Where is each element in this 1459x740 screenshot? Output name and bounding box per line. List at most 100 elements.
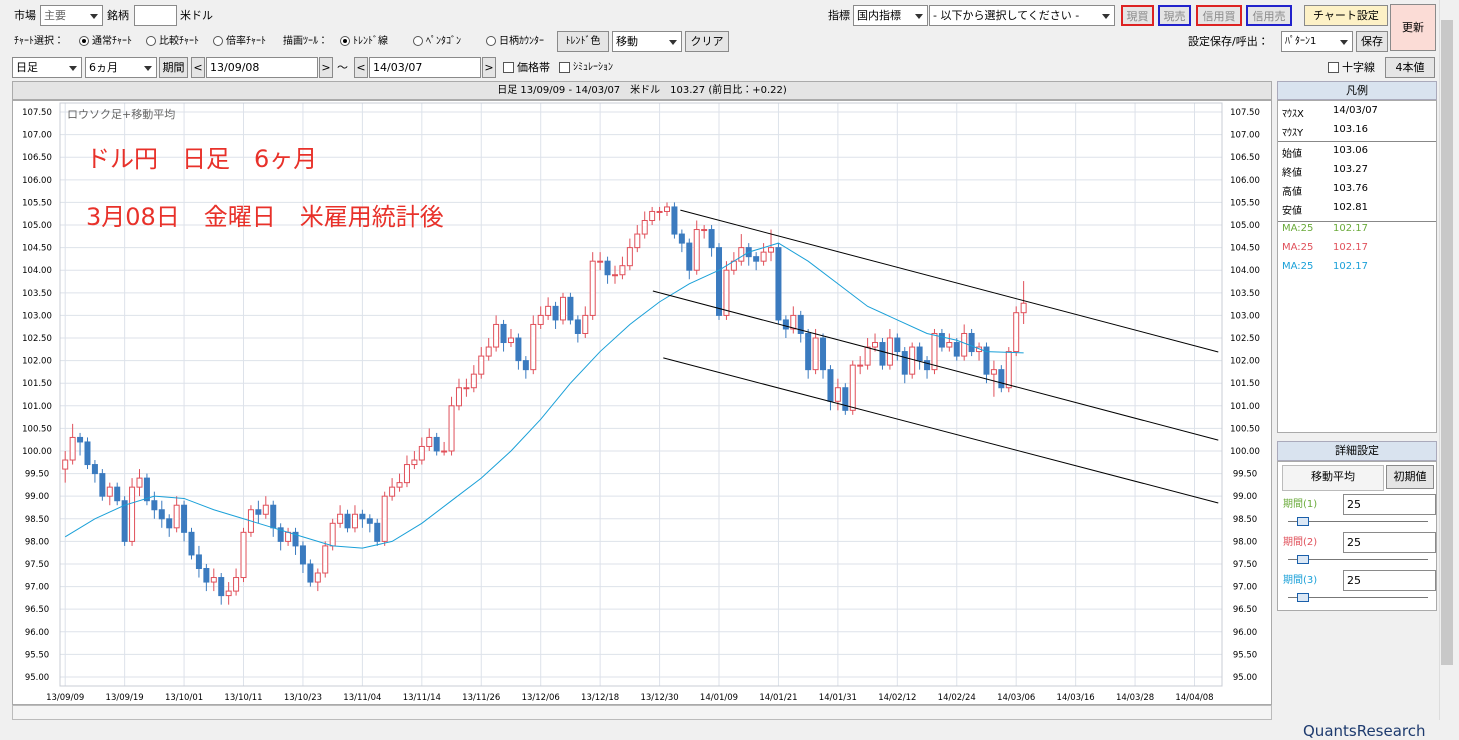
candle-body [188,531,195,556]
button[interactable]: 初期値 [1386,465,1434,489]
trend-line [652,290,1219,441]
period-input: 25 [1343,494,1436,515]
button[interactable]: < [354,57,368,78]
candle-body [62,459,69,470]
symbol-input[interactable] [134,5,177,26]
market-select[interactable]: 主要 [40,5,103,26]
scroll-thumb[interactable] [1441,20,1453,665]
date-input[interactable]: 13/09/08 [206,57,318,78]
radio[interactable] [413,36,423,46]
x-tick-label: 13/11/26 [462,693,500,703]
button[interactable]: 現売 [1158,5,1191,26]
button[interactable]: > [482,57,496,78]
x-tick-label: 13/12/06 [522,693,560,703]
radio[interactable] [79,36,89,46]
candle-body [426,436,433,447]
chart-header: 日足 13/09/09 - 14/03/07 米ドル 103.27 (前日比：+… [12,81,1272,100]
y-tick-label: 101.00 [22,402,52,412]
button[interactable]: > [319,57,333,78]
candle-body [478,355,485,375]
select[interactable]: 移動 [612,31,682,52]
y-tick-label: 106.50 [22,153,52,163]
indicator-select[interactable]: - 以下から選択してください - [929,5,1115,26]
candle-body [753,256,760,262]
refresh-button[interactable]: 更新 [1390,4,1436,51]
button[interactable]: クリア [685,31,729,52]
button[interactable]: 現買 [1121,5,1154,26]
candle-body [121,500,128,542]
radio[interactable] [486,36,496,46]
scrollbar[interactable] [12,705,1272,720]
button[interactable]: 保存 [1356,31,1388,52]
x-tick-label: 14/03/16 [1057,693,1095,703]
button[interactable]: < [191,57,205,78]
candle-body [158,509,165,520]
candle-body [418,445,425,461]
candle-body [329,522,336,547]
panel-header: 凡例 [1277,81,1437,100]
label: 設定保存/呼出： [1188,35,1269,48]
legend-label: ﾏｳｽY [1282,128,1304,139]
candle-body [879,342,886,366]
y-tick-label: 101.50 [22,379,52,389]
label: 指標 [828,9,850,22]
select[interactable]: ﾊﾟﾀｰﾝ1 [1281,31,1353,52]
candle-body [924,360,931,371]
button[interactable]: 信用買 [1196,5,1242,26]
candle-body [210,577,217,583]
candle-body [225,590,232,597]
candle-body [292,531,299,547]
button[interactable]: 信用売 [1246,5,1292,26]
y-tick-label: 98.50 [1233,515,1257,525]
indicator-select[interactable]: 国内指標 [853,5,928,26]
y-tick-label: 99.50 [1233,470,1257,480]
candle-body [537,314,544,325]
y-tick-label: 106.00 [1230,176,1260,186]
select[interactable]: 日足 [12,57,82,78]
slider-track [1288,559,1428,560]
candle-body [938,332,945,348]
candle-body [545,305,552,316]
candle-body [641,220,648,235]
checkbox[interactable] [1328,62,1339,73]
checkbox[interactable] [559,62,570,73]
label: 十字線 [1342,61,1375,74]
x-tick-label: 13/11/04 [343,693,381,703]
legend-value: 14/03/07 [1333,105,1378,116]
y-tick-label: 105.50 [1230,198,1260,208]
select[interactable]: 6ヵ月 [85,57,157,78]
candle-body [314,572,321,583]
date-input[interactable]: 14/03/07 [369,57,481,78]
y-tick-label: 96.00 [1233,628,1257,638]
label: 描画ﾂｰﾙ： [283,36,328,47]
x-tick-label: 14/01/21 [759,693,797,703]
x-tick-label: 13/10/11 [224,693,262,703]
candle-body [656,210,663,213]
checkbox[interactable] [503,62,514,73]
period-input: 25 [1343,532,1436,553]
radio[interactable] [340,36,350,46]
candle-body [678,233,685,244]
candle-body [559,296,566,321]
candle-body [359,513,366,520]
radio[interactable] [213,36,223,46]
candle-body [455,387,462,407]
candle-body [723,269,730,316]
candle-body [1020,302,1027,314]
radio[interactable] [146,36,156,46]
tab[interactable]: 移動平均 [1282,465,1384,491]
button[interactable]: ﾄﾚﾝﾄﾞ色 [557,31,609,52]
trend-line [663,357,1219,504]
annotation: ドル円 日足 6ヶ月 [86,145,317,173]
candle-body [998,369,1005,389]
candle-body [716,247,723,316]
candle-body [143,477,150,502]
button[interactable]: 4本値 [1385,57,1435,78]
button[interactable]: チャート設定 [1304,5,1388,26]
slider-track [1288,597,1428,598]
button[interactable]: 期間 [159,57,188,78]
chart-area [12,100,1272,705]
y-tick-label: 106.50 [1230,153,1260,163]
moving-average [64,242,1024,549]
